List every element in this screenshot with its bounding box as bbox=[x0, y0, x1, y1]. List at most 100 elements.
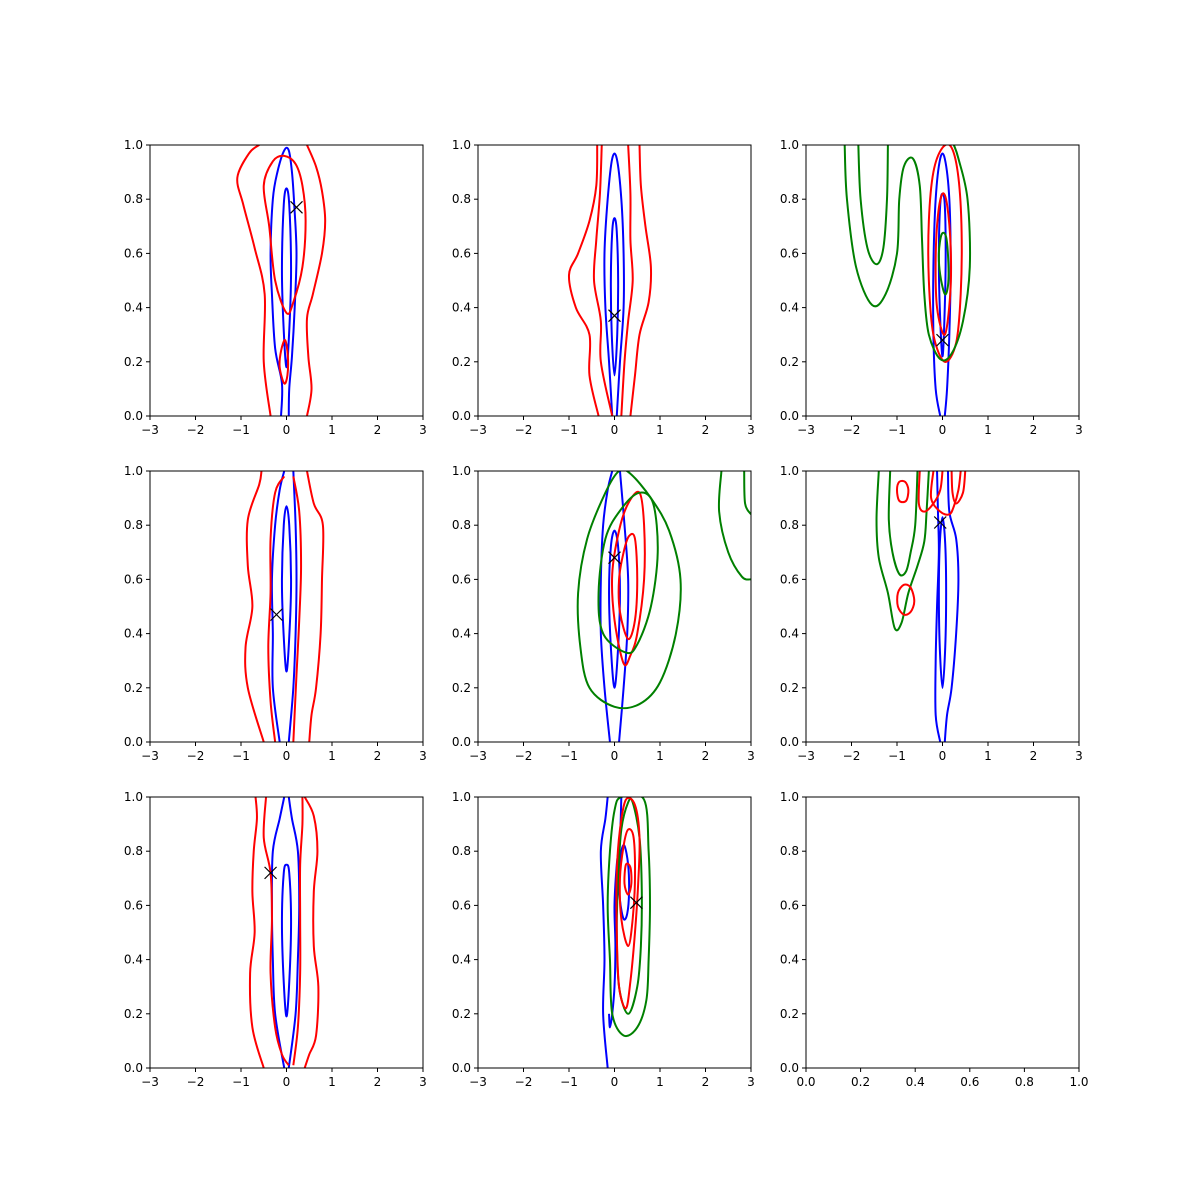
y-tick-label: 0.6 bbox=[124, 246, 143, 260]
x-marker-stroke bbox=[936, 333, 949, 347]
red-contour-line bbox=[236, 145, 272, 416]
green-contour-line bbox=[857, 145, 889, 266]
y-tick-label: 0.0 bbox=[124, 1061, 143, 1075]
red-contour-line bbox=[244, 471, 265, 742]
red-contour-line bbox=[950, 471, 967, 505]
x-tick-label: −3 bbox=[797, 423, 815, 437]
y-tick-label: 0.2 bbox=[452, 1007, 471, 1021]
y-tick-label: 0.6 bbox=[452, 898, 471, 912]
x-tick-label: 2 bbox=[374, 749, 382, 763]
x-tick-label: 1.0 bbox=[1069, 1075, 1088, 1089]
red-contour-line bbox=[617, 532, 639, 641]
y-tick-label: 0.0 bbox=[780, 735, 799, 749]
contour-group bbox=[567, 145, 653, 416]
red-contour-line bbox=[927, 145, 963, 363]
x-tick-label: −1 bbox=[232, 1075, 250, 1089]
x-tick-label: 2 bbox=[374, 1075, 382, 1089]
x-tick-label: −2 bbox=[515, 1075, 533, 1089]
blue-contour-line bbox=[280, 863, 293, 1018]
x-tick-label: 0 bbox=[939, 749, 947, 763]
y-tick-label: 0.2 bbox=[780, 355, 799, 369]
green-contour-line bbox=[597, 491, 659, 655]
x-tick-label: 0 bbox=[283, 1075, 291, 1089]
y-tick-label: 0.6 bbox=[124, 898, 143, 912]
subplot-row1-col1: −3 −2 −1 0 1 2 3 0.0 0.2 0.4 0.6 0.8 1.0 bbox=[124, 138, 427, 437]
y-tick-label: 0.8 bbox=[780, 844, 799, 858]
x-marker bbox=[270, 608, 283, 622]
y-tick-label: 0.6 bbox=[780, 246, 799, 260]
y-tick-label: 0.6 bbox=[452, 246, 471, 260]
y-tick-label: 0.0 bbox=[452, 409, 471, 423]
x-marker bbox=[629, 896, 643, 910]
blue-contour-line bbox=[269, 146, 298, 416]
x-marker-stroke bbox=[608, 309, 621, 323]
subplot-row2-col1: −3 −2 −1 0 1 2 3 0.0 0.2 0.4 0.6 0.8 1.0 bbox=[124, 464, 427, 763]
y-tick-label: 0.6 bbox=[780, 572, 799, 586]
blue-contour-line bbox=[270, 471, 286, 742]
x-tick-label: 0.0 bbox=[796, 1075, 815, 1089]
y-tick-label: 0.2 bbox=[124, 1007, 143, 1021]
x-marker bbox=[264, 866, 277, 880]
y-tick-label: 0.4 bbox=[452, 627, 471, 641]
x-marker-stroke bbox=[608, 551, 621, 565]
y-tick-label: 0.8 bbox=[780, 192, 799, 206]
y-tick-label: 0.0 bbox=[124, 409, 143, 423]
y-tick-label: 1.0 bbox=[124, 464, 143, 478]
x-tick-label: 0 bbox=[611, 1075, 619, 1089]
green-contour-line bbox=[743, 471, 751, 515]
red-contour-line bbox=[262, 154, 307, 315]
x-tick-label: −3 bbox=[469, 1075, 487, 1089]
y-tick-label: 0.2 bbox=[452, 681, 471, 695]
blue-contour-line bbox=[937, 516, 948, 689]
y-tick-label: 0.6 bbox=[780, 898, 799, 912]
x-tick-label: 2 bbox=[1030, 749, 1038, 763]
x-marker-stroke bbox=[629, 896, 643, 910]
y-tick-label: 0.6 bbox=[124, 572, 143, 586]
x-tick-label: 3 bbox=[747, 423, 755, 437]
y-tick-label: 0.4 bbox=[124, 627, 143, 641]
green-contour-line bbox=[606, 797, 651, 1038]
red-contour-line bbox=[934, 192, 953, 336]
contour-group bbox=[843, 145, 972, 416]
red-contour-line bbox=[292, 476, 303, 742]
y-tick-label: 1.0 bbox=[452, 464, 471, 478]
x-tick-label: 1 bbox=[656, 423, 664, 437]
x-tick-label: −3 bbox=[141, 749, 159, 763]
green-contour-line bbox=[843, 145, 972, 362]
x-tick-label: 3 bbox=[747, 1075, 755, 1089]
y-tick-label: 0.2 bbox=[780, 681, 799, 695]
blue-contour-line bbox=[934, 471, 942, 742]
x-tick-label: 1 bbox=[656, 749, 664, 763]
y-tick-label: 1.0 bbox=[124, 138, 143, 152]
y-tick-label: 0.4 bbox=[780, 953, 799, 967]
x-tick-label: −3 bbox=[141, 423, 159, 437]
blue-contour-line bbox=[608, 529, 621, 689]
y-tick-label: 0.8 bbox=[780, 518, 799, 532]
x-tick-label: −1 bbox=[888, 423, 906, 437]
green-contour-line bbox=[937, 231, 950, 296]
axes-frame bbox=[805, 796, 1080, 1069]
y-tick-label: 0.4 bbox=[124, 953, 143, 967]
x-tick-label: 2 bbox=[1030, 423, 1038, 437]
y-tick-label: 1.0 bbox=[124, 790, 143, 804]
x-tick-label: −2 bbox=[843, 749, 861, 763]
green-contour-line bbox=[875, 471, 930, 632]
contour-group bbox=[248, 797, 320, 1068]
x-tick-label: −3 bbox=[141, 1075, 159, 1089]
x-tick-label: −1 bbox=[560, 423, 578, 437]
x-tick-label: −3 bbox=[469, 423, 487, 437]
y-tick-label: 0.0 bbox=[780, 1061, 799, 1075]
y-tick-label: 0.4 bbox=[452, 953, 471, 967]
x-tick-label: 0 bbox=[939, 423, 947, 437]
red-contour-line bbox=[592, 145, 614, 416]
blue-contour-line bbox=[618, 471, 630, 742]
x-tick-label: 2 bbox=[702, 1075, 710, 1089]
red-contour-line bbox=[305, 145, 327, 416]
y-tick-label: 0.0 bbox=[452, 1061, 471, 1075]
x-tick-label: 1 bbox=[328, 423, 336, 437]
contour-group bbox=[576, 471, 751, 742]
y-tick-label: 0.4 bbox=[780, 301, 799, 315]
x-tick-label: −1 bbox=[888, 749, 906, 763]
x-tick-label: 1 bbox=[328, 749, 336, 763]
